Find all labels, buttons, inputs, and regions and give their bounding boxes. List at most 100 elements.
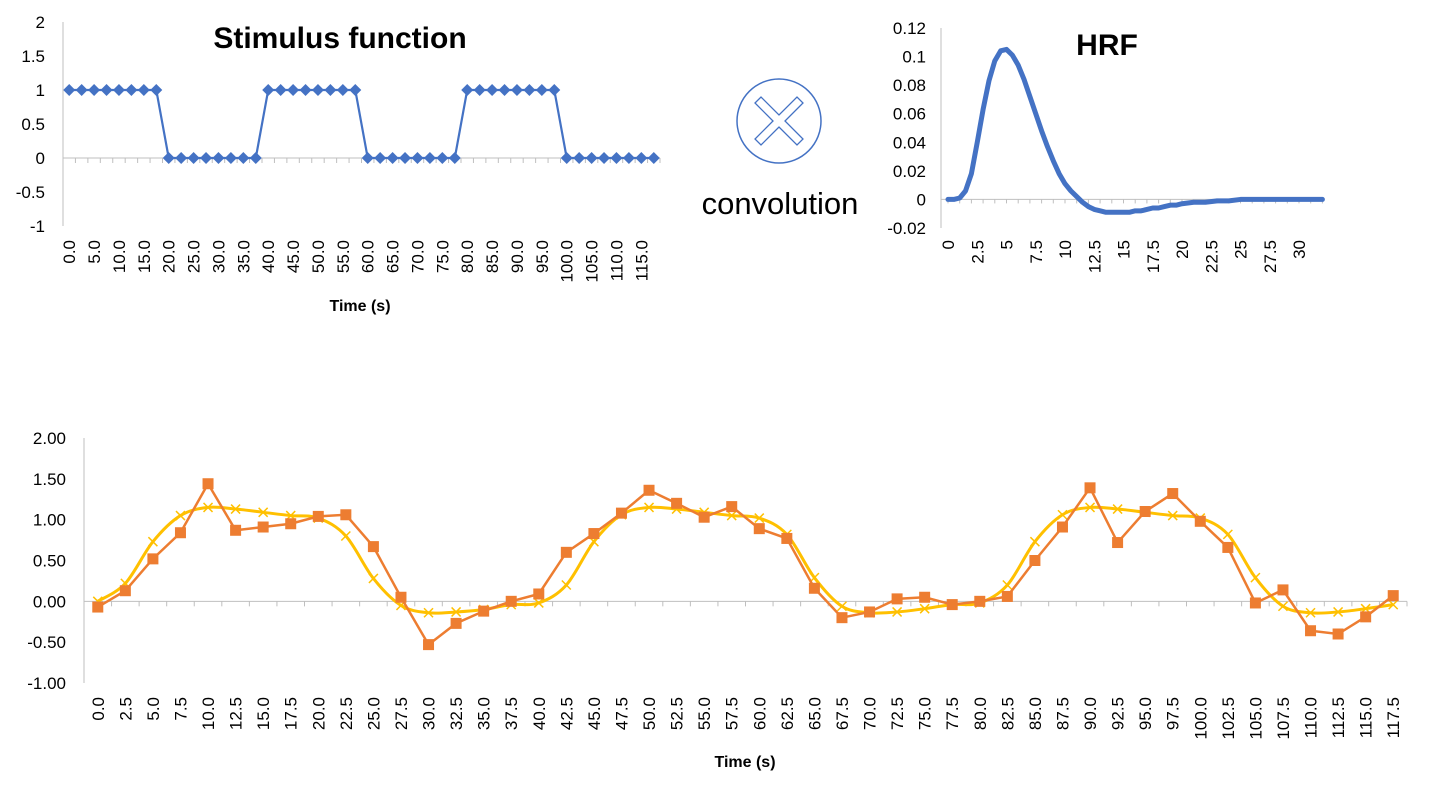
stimulus-point <box>523 84 536 96</box>
stimulus-point <box>88 84 101 96</box>
measured-point <box>1056 521 1068 533</box>
stimulus-point <box>125 84 138 96</box>
bold-x-tick-label: 0.0 <box>89 697 108 721</box>
hrf-x-tick-label: 25 <box>1232 240 1251 259</box>
hrf-series-line <box>945 46 1325 215</box>
model-point <box>175 510 186 521</box>
measured-point <box>560 546 572 558</box>
bold-x-tick-label: 52.5 <box>668 697 687 730</box>
bold-x-tick-label: 40.0 <box>530 697 549 730</box>
measured-point <box>919 591 931 603</box>
stimulus-point <box>324 84 337 96</box>
stimulus-point <box>349 84 362 96</box>
stimulus-x-axis: 0.0 5.0 10.0 15.0 20.0 25.0 30.0 35.0 40.0 45.0 50… <box>60 157 661 283</box>
bold-x-tick-label: 107.5 <box>1274 697 1293 740</box>
model-point <box>230 504 241 515</box>
hrf-x-tick-label: 10 <box>1056 240 1075 259</box>
hrf-chart: HRF 0.12 0.1 0.08 0.06 0.04 0.02 0 -0.02 0 2.5 5 7… <box>887 19 1325 273</box>
model-point <box>754 513 765 524</box>
stimulus-y-axis: 2 1.5 1 0.5 0 -0.5 -1 <box>16 13 64 236</box>
stimulus-point <box>150 84 163 96</box>
measured-point <box>367 541 379 553</box>
model-point <box>258 507 269 518</box>
stimulus-x-tick-label: 30.0 <box>209 240 228 273</box>
model-point <box>340 530 351 542</box>
stimulus-point <box>399 152 412 164</box>
stimulus-point <box>448 152 461 164</box>
hrf-x-tick-label: 22.5 <box>1202 240 1221 273</box>
stimulus-x-tick-label: 60.0 <box>359 240 378 273</box>
bold-x-tick-label: 62.5 <box>778 697 797 730</box>
bold-x-tick-label: 22.5 <box>337 697 356 730</box>
measured-point <box>1305 625 1317 637</box>
bold-x-tick-label: 5.0 <box>144 697 163 721</box>
bold-x-tick-label: 47.5 <box>612 697 631 730</box>
stimulus-point <box>423 152 436 164</box>
stimulus-y-tick-label: -1 <box>30 217 45 236</box>
measured-point <box>1139 506 1151 517</box>
measured-point <box>285 518 297 530</box>
stimulus-point <box>647 152 660 164</box>
model-point <box>533 597 544 608</box>
stimulus-x-tick-label: 75.0 <box>433 240 452 273</box>
bold-x-axis-label: Time (s) <box>714 754 775 771</box>
hrf-y-tick-label: 0 <box>917 190 926 209</box>
stimulus-x-tick-label: 20.0 <box>160 240 179 273</box>
stimulus-x-tick-label: 35.0 <box>234 240 253 273</box>
stimulus-x-tick-label: 50.0 <box>309 240 328 273</box>
bold-x-axis: 0.0 2.5 5.0 7.5 10.0 12.5 15.0 17.5 20.0 22.5 25.0… <box>83 600 1408 740</box>
hrf-y-tick-label: 0.08 <box>893 76 926 95</box>
hrf-x-tick-label: 17.5 <box>1144 240 1163 273</box>
measured-point <box>1112 537 1124 549</box>
stimulus-point <box>200 152 213 164</box>
measured-point <box>174 527 186 539</box>
model-point <box>423 607 434 618</box>
stimulus-point <box>411 152 424 164</box>
stimulus-y-tick-label: 0 <box>36 149 45 168</box>
bold-x-tick-label: 20.0 <box>309 697 328 730</box>
stimulus-x-tick-label: 105.0 <box>583 240 602 283</box>
stimulus-x-tick-label: 10.0 <box>110 240 129 273</box>
bold-plot-area <box>92 478 1399 651</box>
model-point <box>1057 509 1068 520</box>
stimulus-point <box>486 84 499 96</box>
stimulus-point <box>63 84 76 96</box>
bold-x-tick-label: 30.0 <box>420 697 439 730</box>
stimulus-point <box>436 152 449 164</box>
bold-x-tick-label: 12.5 <box>227 697 246 730</box>
stimulus-x-tick-label: 45.0 <box>284 240 303 273</box>
stimulus-y-tick-label: -0.5 <box>16 183 45 202</box>
bold-x-tick-label: 25.0 <box>364 697 383 730</box>
hrf-y-tick-label: 0.1 <box>902 48 926 67</box>
stimulus-chart-title: Stimulus function <box>213 22 466 55</box>
model-point <box>1002 579 1013 591</box>
model-point <box>147 536 158 547</box>
stimulus-point <box>386 152 399 164</box>
hrf-x-tick-label: 2.5 <box>968 240 987 264</box>
stimulus-point <box>287 84 300 96</box>
model-point <box>1029 536 1040 547</box>
stimulus-point <box>361 152 374 164</box>
bold-x-tick-label: 35.0 <box>475 697 494 730</box>
measured-point <box>1001 590 1013 602</box>
model-point <box>1277 601 1289 612</box>
measured-point <box>974 595 986 607</box>
hrf-x-tick-label: 30 <box>1290 240 1309 259</box>
stimulus-x-tick-label: 55.0 <box>334 240 353 273</box>
bold-y-tick-label: -0.50 <box>27 633 66 652</box>
measured-point <box>395 591 407 603</box>
hrf-plot-area <box>945 46 1325 215</box>
stimulus-point <box>75 84 88 96</box>
stimulus-point <box>175 152 188 164</box>
stimulus-x-tick-label: 5.0 <box>85 240 104 264</box>
measured-point <box>1194 515 1206 527</box>
stimulus-plot-area <box>63 84 660 164</box>
measured-point <box>230 524 242 536</box>
bold-x-tick-label: 75.0 <box>916 697 935 730</box>
bold-x-tick-label: 17.5 <box>282 697 301 730</box>
measured-point <box>671 497 683 509</box>
stimulus-point <box>212 152 225 164</box>
measured-point <box>808 582 820 594</box>
hrf-x-tick-label: 15 <box>1115 240 1134 259</box>
